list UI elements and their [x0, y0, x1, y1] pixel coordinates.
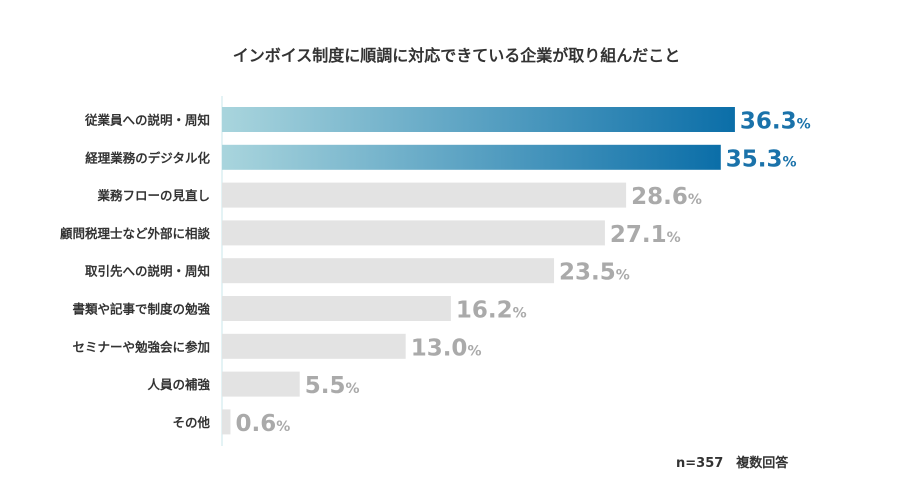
category-label: セミナーや勉強会に参加	[72, 339, 210, 354]
chart-title: インボイス制度に順調に対応できている企業が取り組んだこと	[232, 46, 681, 65]
category-label: 業務フローの見直し	[96, 188, 210, 203]
bar	[222, 296, 451, 321]
category-label: その他	[172, 415, 210, 430]
value-label: 28.6%	[631, 184, 702, 210]
bar	[222, 144, 721, 170]
bar	[222, 258, 555, 284]
sample-note: n=357 複数回答	[676, 456, 789, 471]
category-label: 取引先への説明・周知	[85, 264, 210, 279]
category-label: 顧問税理士など外部に相談	[60, 226, 211, 241]
bar	[222, 409, 231, 435]
bar	[222, 371, 300, 397]
value-label: 0.6%	[235, 411, 290, 437]
value-label: 13.0%	[411, 335, 482, 361]
value-label: 35.3%	[726, 146, 797, 172]
value-label: 36.3%	[740, 109, 811, 135]
value-label: 5.5%	[305, 373, 360, 399]
bar	[222, 220, 605, 246]
value-label: 27.1%	[610, 222, 681, 248]
category-label: 従業員への説明・周知	[84, 113, 210, 128]
bar	[222, 333, 406, 359]
category-label: 人員の補強	[147, 377, 210, 392]
bar	[222, 182, 627, 208]
value-label: 16.2%	[456, 298, 527, 324]
category-label: 経理業務のデジタル化	[85, 150, 210, 165]
value-label: 23.5%	[559, 260, 630, 286]
category-label: 書類や記事で制度の勉強	[72, 302, 210, 317]
bar	[222, 107, 735, 132]
